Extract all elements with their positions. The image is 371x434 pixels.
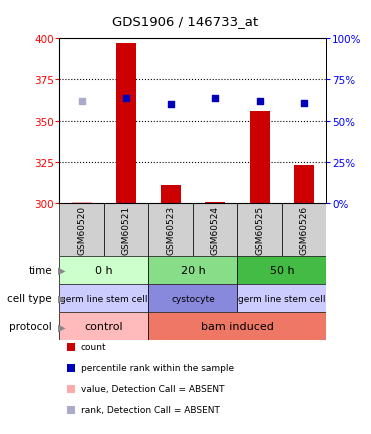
Bar — [59, 312, 148, 341]
Text: GDS1906 / 146733_at: GDS1906 / 146733_at — [112, 15, 259, 28]
Text: rank, Detection Call = ABSENT: rank, Detection Call = ABSENT — [81, 405, 219, 414]
Point — [168, 102, 174, 108]
Bar — [148, 256, 237, 284]
Text: protocol: protocol — [9, 322, 52, 332]
Bar — [116, 44, 136, 204]
Text: value, Detection Call = ABSENT: value, Detection Call = ABSENT — [81, 385, 224, 393]
Text: cell type: cell type — [7, 293, 52, 303]
Point — [301, 100, 307, 107]
Point — [123, 95, 129, 102]
Text: percentile rank within the sample: percentile rank within the sample — [81, 364, 234, 372]
Text: time: time — [28, 265, 52, 275]
Bar — [59, 284, 148, 312]
Text: 50 h: 50 h — [270, 265, 294, 275]
Text: GSM60524: GSM60524 — [211, 206, 220, 254]
Text: GSM60526: GSM60526 — [300, 206, 309, 254]
Text: GSM60525: GSM60525 — [255, 206, 264, 254]
Bar — [161, 186, 181, 204]
Bar — [59, 256, 148, 284]
Bar — [148, 204, 193, 256]
Bar — [193, 204, 237, 256]
Bar — [205, 202, 225, 204]
Bar — [72, 202, 92, 204]
Bar — [294, 166, 314, 204]
Bar — [104, 204, 148, 256]
Text: control: control — [85, 322, 123, 332]
Text: germ line stem cell: germ line stem cell — [60, 294, 148, 303]
Text: count: count — [81, 343, 106, 352]
Bar — [250, 112, 270, 204]
Bar — [59, 204, 104, 256]
Text: ▶: ▶ — [58, 265, 65, 275]
Text: ▶: ▶ — [58, 293, 65, 303]
Point — [79, 98, 85, 105]
Point — [212, 95, 218, 102]
Bar — [282, 204, 326, 256]
Bar — [148, 284, 237, 312]
Text: 0 h: 0 h — [95, 265, 113, 275]
Text: germ line stem cell: germ line stem cell — [238, 294, 326, 303]
Text: 20 h: 20 h — [181, 265, 205, 275]
Text: cystocyte: cystocyte — [171, 294, 215, 303]
Bar — [237, 284, 326, 312]
Bar — [237, 256, 326, 284]
Text: GSM60520: GSM60520 — [77, 206, 86, 254]
Text: ▶: ▶ — [58, 322, 65, 332]
Bar — [148, 312, 326, 341]
Point — [257, 98, 263, 105]
Bar — [237, 204, 282, 256]
Text: bam induced: bam induced — [201, 322, 274, 332]
Text: GSM60523: GSM60523 — [166, 206, 175, 254]
Text: GSM60521: GSM60521 — [122, 206, 131, 254]
